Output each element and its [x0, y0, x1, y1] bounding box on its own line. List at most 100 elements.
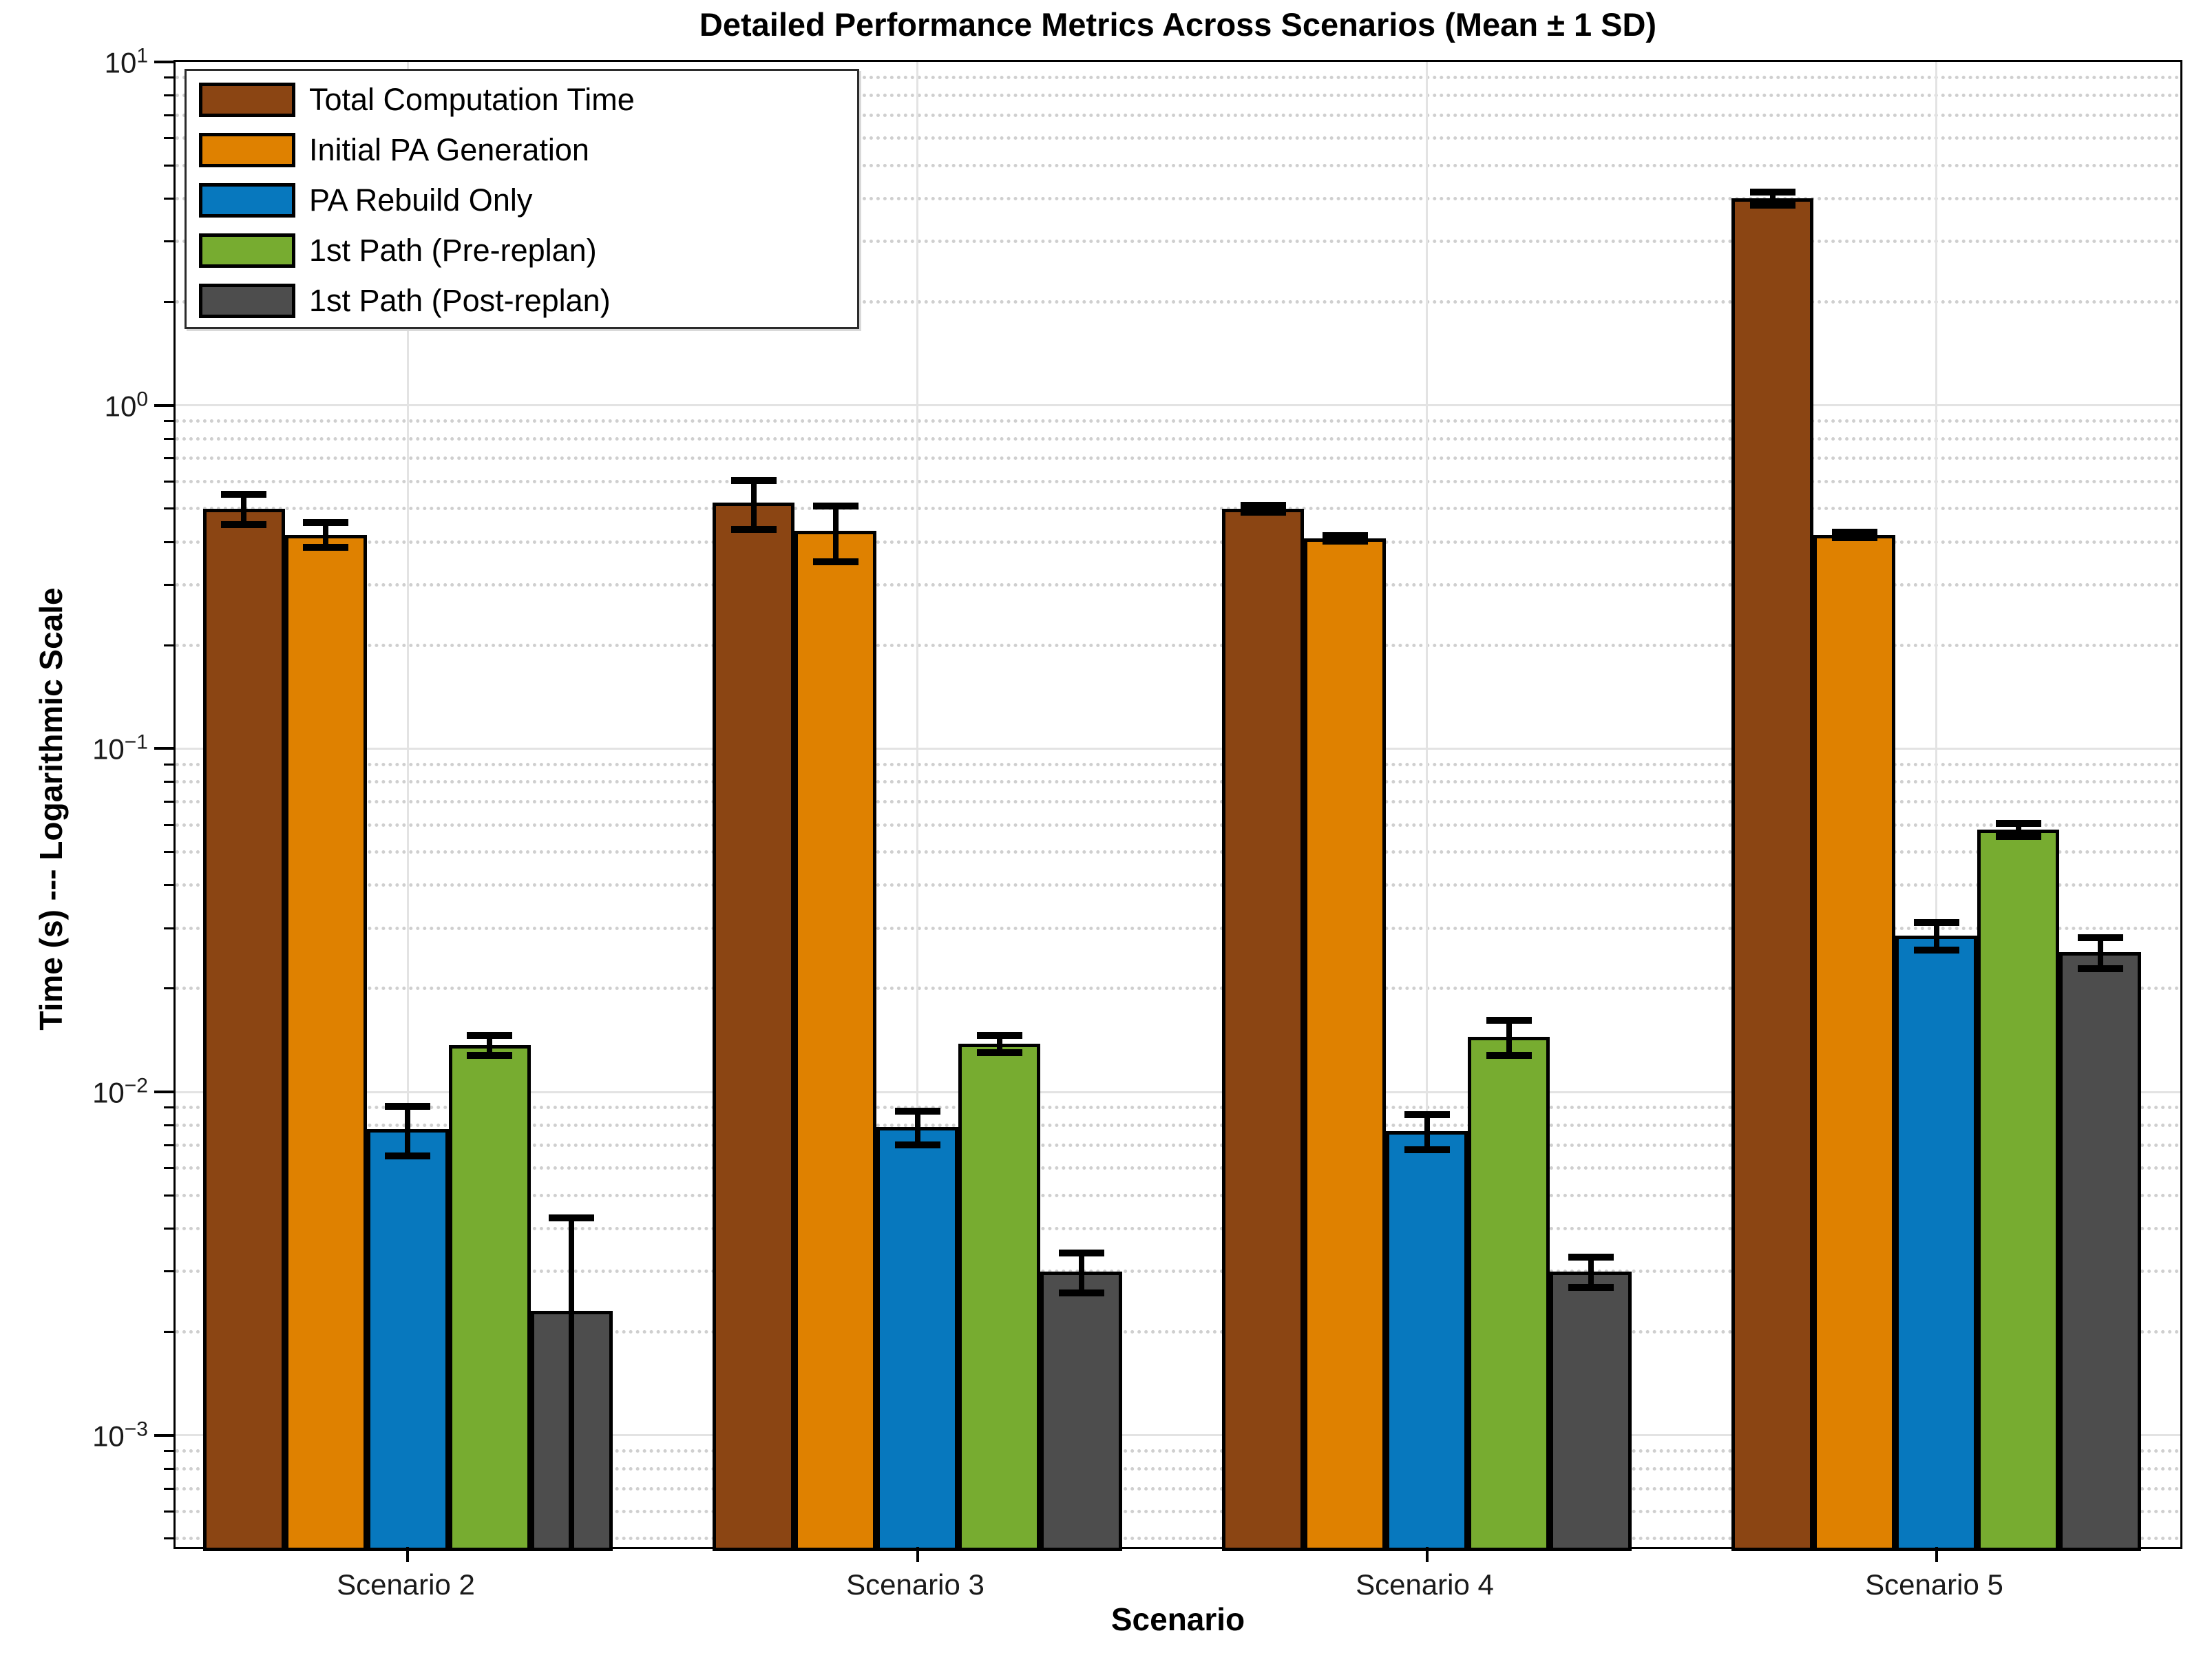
error-bar-line [405, 1106, 411, 1157]
bar-pa-rebuild-only [366, 1128, 449, 1551]
error-bar-cap-top [2077, 934, 2123, 942]
y-minor-tick [164, 644, 173, 646]
x-tick [916, 1547, 919, 1562]
error-bar-line [569, 1217, 575, 1551]
error-bar-cap-top [303, 519, 349, 527]
error-bar-line [1506, 1020, 1512, 1055]
minor-gridline [176, 163, 2180, 167]
y-minor-tick [164, 1144, 173, 1146]
error-bar-cap-bottom [1240, 509, 1286, 516]
error-bar-cap-bottom [1913, 946, 1959, 954]
error-bar-line [832, 505, 839, 562]
legend-label: 1st Path (Post-replan) [309, 283, 611, 318]
minor-gridline [176, 1143, 2180, 1147]
error-bar-cap-top [730, 476, 777, 484]
error-bar-cap-top [1995, 820, 2041, 828]
minor-gridline [176, 987, 2180, 991]
y-major-tick [154, 403, 173, 407]
y-minor-tick [164, 1467, 173, 1470]
minor-gridline [176, 823, 2180, 827]
bar-1st-path-pre-replan- [1977, 830, 2059, 1551]
y-tick-label: 10−3 [92, 1418, 148, 1453]
error-bar-line [996, 1035, 1002, 1053]
legend-swatch-icon [199, 133, 295, 167]
error-bar-line [914, 1110, 920, 1146]
error-bar-cap-bottom [1058, 1289, 1104, 1296]
error-bar-cap-top [1322, 531, 1368, 539]
y-minor-tick [164, 781, 173, 783]
error-bar-cap-top [1058, 1249, 1104, 1256]
error-bar-line [241, 494, 247, 525]
y-minor-tick [164, 420, 173, 423]
error-bar-cap-top [221, 491, 267, 498]
legend-label: Initial PA Generation [309, 132, 589, 167]
bar-initial-pa-generation [284, 534, 367, 1551]
minor-gridline [176, 582, 2180, 587]
bar-total-computation-time [1222, 508, 1304, 1551]
bar-pa-rebuild-only [876, 1127, 958, 1551]
error-bar-line [487, 1035, 493, 1055]
minor-gridline [176, 1166, 2180, 1170]
x-tick-label: Scenario 2 [337, 1568, 475, 1601]
error-bar-cap-top [1749, 188, 1795, 196]
y-minor-tick [164, 583, 173, 586]
y-minor-tick [164, 1487, 173, 1490]
minor-gridline [176, 479, 2180, 483]
legend-item: 1st Path (Post-replan) [199, 283, 611, 319]
bar-1st-path-pre-replan- [1468, 1036, 1550, 1551]
error-bar-cap-bottom [1404, 1146, 1450, 1153]
legend-item: 1st Path (Pre-replan) [199, 233, 597, 269]
error-bar-line [1588, 1257, 1594, 1287]
minor-gridline [176, 1486, 2180, 1491]
minor-gridline [176, 419, 2180, 423]
bar-1st-path-post-replan- [1550, 1271, 1632, 1551]
vertical-gridline [406, 62, 409, 1547]
y-minor-tick [164, 801, 173, 803]
y-minor-tick [164, 76, 173, 79]
minor-gridline [176, 113, 2180, 117]
y-tick-label: 10−2 [92, 1074, 148, 1109]
error-bar-cap-top [1486, 1016, 1532, 1024]
error-bar-cap-bottom [2077, 965, 2123, 972]
y-major-tick [154, 747, 173, 750]
bar-1st-path-pre-replan- [448, 1044, 531, 1551]
chart-title: Detailed Performance Metrics Across Scen… [699, 6, 1657, 43]
vertical-gridline [916, 62, 918, 1547]
vertical-gridline [1426, 62, 1428, 1547]
y-tick-label: 101 [104, 44, 148, 79]
error-bar-cap-top [467, 1032, 513, 1040]
error-bar-cap-bottom [1749, 202, 1795, 209]
y-minor-tick [164, 1228, 173, 1230]
y-minor-tick [164, 437, 173, 440]
y-minor-tick [164, 1331, 173, 1334]
y-minor-tick [164, 94, 173, 96]
major-gridline [176, 1091, 2180, 1093]
major-gridline [176, 747, 2180, 750]
y-minor-tick [164, 1510, 173, 1513]
error-bar-cap-top [1913, 919, 1959, 927]
y-minor-tick [164, 301, 173, 304]
x-tick [1935, 1547, 1938, 1562]
error-bar-line [750, 480, 757, 529]
error-bar-cap-bottom [385, 1152, 431, 1160]
minor-gridline [176, 780, 2180, 784]
minor-gridline [176, 1270, 2180, 1274]
y-minor-tick [164, 1450, 173, 1453]
vertical-gridline [1935, 62, 1937, 1547]
y-minor-tick [164, 1537, 173, 1540]
major-gridline [176, 1434, 2180, 1437]
y-minor-tick [164, 1124, 173, 1126]
y-minor-tick [164, 763, 173, 766]
error-bar-cap-top [812, 502, 859, 509]
x-tick-label: Scenario 5 [1865, 1568, 2003, 1601]
legend-swatch-icon [199, 284, 295, 318]
error-bar-cap-bottom [467, 1051, 513, 1059]
minor-gridline [176, 93, 2180, 97]
legend-label: 1st Path (Pre-replan) [309, 233, 597, 268]
error-bar-cap-bottom [1322, 538, 1368, 545]
minor-gridline [176, 1330, 2180, 1334]
error-bar-cap-top [976, 1032, 1022, 1040]
minor-gridline [176, 762, 2180, 766]
legend: Total Computation Time Initial PA Generat… [185, 69, 859, 329]
minor-gridline [176, 1466, 2180, 1471]
